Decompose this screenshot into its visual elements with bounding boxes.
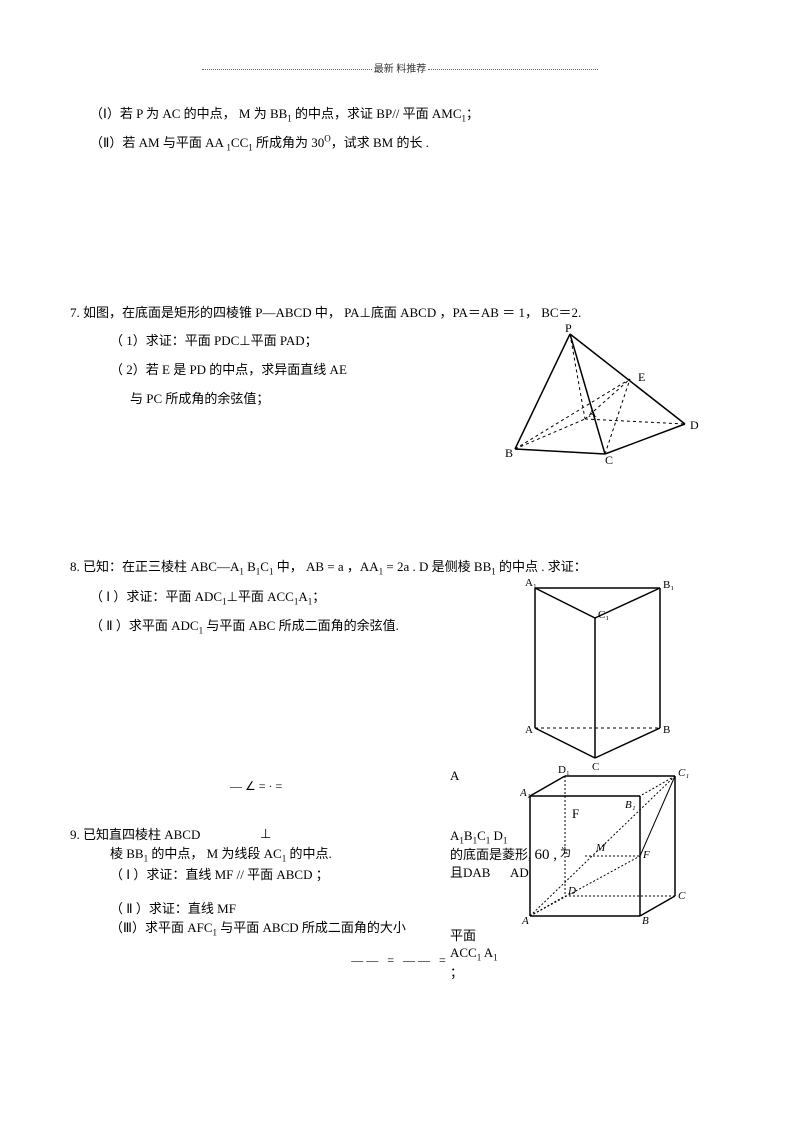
svg-text:M: M: [595, 842, 606, 854]
svg-text:D₁: D₁: [558, 764, 570, 776]
page-header: 最新 料推荐: [70, 60, 730, 75]
q9-r-a: A: [450, 766, 459, 787]
svg-text:B: B: [505, 446, 513, 460]
svg-text:F: F: [642, 849, 650, 861]
q9-bottom: —— = —— =: [70, 953, 730, 968]
problem-top: （Ⅰ）若 P 为 AC 的中点， M 为 BB1 的中点，求证 BP// 平面 …: [70, 100, 730, 159]
svg-text:为: 为: [560, 846, 571, 859]
problem-9: — ∠ = · = ⊥ A A1B1C1 D1 的底面是菱形, 60 , 且DA…: [70, 771, 730, 937]
svg-text:F: F: [572, 806, 579, 821]
problem-8: 8. 已知：在正三棱柱 ABC—A1 B1C1 中， AB = a ，AA1 =…: [70, 553, 730, 641]
svg-text:D: D: [690, 418, 699, 432]
svg-text:A: A: [525, 724, 533, 736]
svg-text:A₁: A₁: [520, 787, 531, 799]
svg-text:C: C: [605, 453, 613, 464]
problem-7: 7. 如图，在底面是矩形的四棱锥 P—ABCD 中， PA⊥底面 ABCD ，P…: [70, 299, 730, 413]
q9-r-semi: ；: [450, 963, 463, 984]
svg-text:D: D: [567, 885, 576, 897]
q9-r-acc: ACC1 A1: [450, 943, 498, 965]
q7-figure: P E D A B C: [500, 324, 710, 475]
svg-text:A: A: [588, 406, 597, 420]
q9-figure: D₁ C₁ A₁ B₁ F M F D C A B 为: [520, 756, 700, 935]
svg-text:B: B: [663, 724, 670, 736]
svg-text:C: C: [678, 890, 686, 902]
svg-text:B: B: [642, 915, 649, 927]
svg-text:C₁: C₁: [678, 767, 689, 779]
q-top-line2: （Ⅱ）若 AM 与平面 AA 1CC1 所成角为 30O，试求 BM 的长 .: [70, 129, 730, 158]
header-text: 最新 料推荐: [374, 64, 427, 75]
svg-text:P: P: [565, 324, 572, 335]
svg-text:B₁: B₁: [663, 579, 674, 591]
svg-text:B₁: B₁: [625, 799, 636, 811]
svg-text:A: A: [521, 915, 529, 927]
svg-text:E: E: [638, 370, 645, 384]
q9-r-dab: 且DAB AD: [450, 863, 529, 884]
svg-text:A₁: A₁: [525, 577, 537, 589]
q-top-line1: （Ⅰ）若 P 为 AC 的中点， M 为 BB1 的中点，求证 BP// 平面 …: [70, 100, 730, 129]
svg-text:C₁: C₁: [598, 609, 609, 621]
q8-figure: A₁ B₁ C₁ A B C: [520, 573, 680, 784]
